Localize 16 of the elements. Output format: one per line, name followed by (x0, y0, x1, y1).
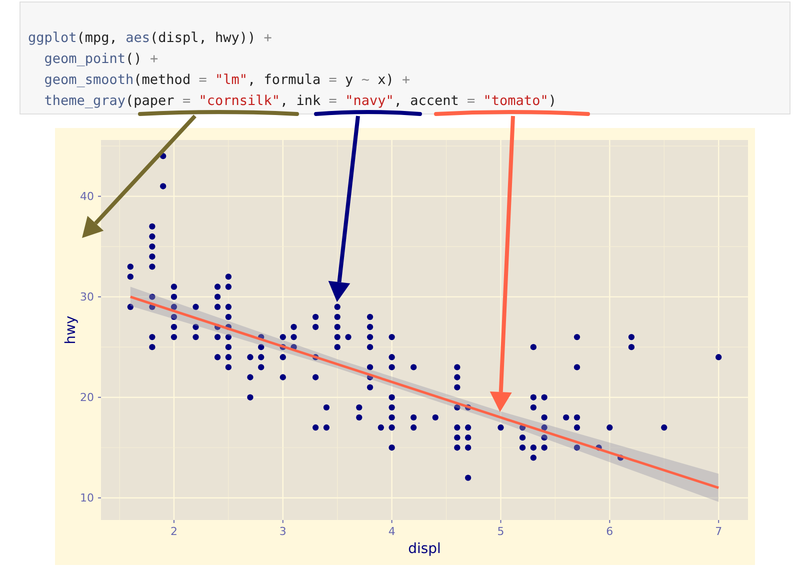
y-tick-label: 20 (80, 390, 94, 404)
x-tick-label: 4 (388, 524, 396, 538)
x-tick-label: 6 (606, 524, 614, 538)
y-tick-label: 10 (80, 491, 94, 504)
text: theme_gray(paper = "cornsilk", ink = "navy", accent = "tomato") (44, 93, 556, 109)
y-axis-title: hwy (63, 316, 79, 344)
x-tick-label: 3 (279, 524, 286, 538)
x-tick-label: 7 (715, 524, 722, 538)
text: geom_point() + (44, 51, 158, 67)
y-tick-label: 40 (80, 190, 94, 203)
text: geom_smooth(method = "lm", formula = y ~ x) + (44, 72, 410, 88)
y-tick-label: 30 (80, 290, 94, 304)
x-tick-label: 2 (170, 524, 178, 538)
x-axis-title: displ (408, 541, 441, 557)
x-tick-label: 5 (497, 524, 504, 538)
text: ggplot(mpg, aes(displ, hwy)) + (28, 30, 272, 46)
